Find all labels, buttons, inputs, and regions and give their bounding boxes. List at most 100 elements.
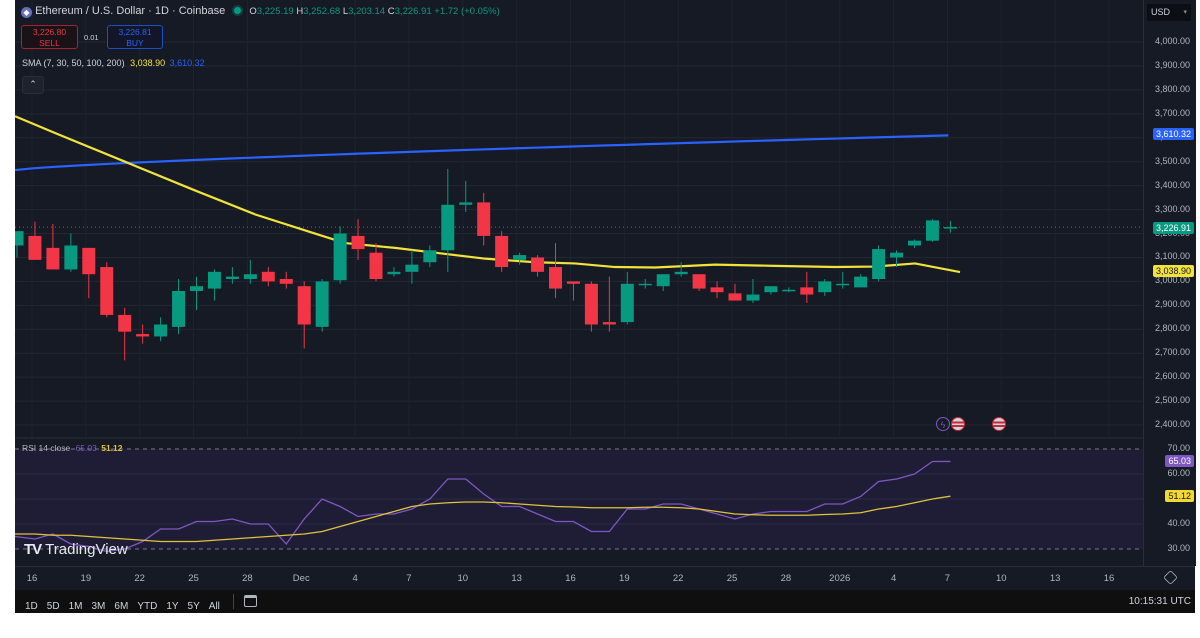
symbol-title[interactable]: Ethereum / U.S. Dollar · 1D · Coinbase <box>35 5 226 17</box>
range-button-all[interactable]: All <box>208 601 220 612</box>
candle[interactable] <box>190 276 203 311</box>
candle[interactable] <box>46 223 60 270</box>
watermark-text: TradingView <box>45 541 128 558</box>
range-button-ytd[interactable]: YTD <box>137 601 158 612</box>
candle[interactable] <box>315 279 329 332</box>
price-axis-label: 2,900.00 <box>1154 299 1190 310</box>
candle[interactable] <box>243 259 257 284</box>
candle[interactable] <box>136 324 150 344</box>
last-price-tag: 3,226.91 <box>1152 222 1194 234</box>
candle[interactable] <box>746 279 760 303</box>
candle[interactable] <box>566 281 580 301</box>
range-button-6m[interactable]: 6M <box>114 601 129 612</box>
candle[interactable] <box>584 281 598 332</box>
range-button-1d[interactable]: 1D <box>25 601 38 612</box>
time-axis-label: 22 <box>134 573 145 584</box>
candle[interactable] <box>943 220 957 233</box>
candle[interactable] <box>531 255 545 277</box>
collapse-legend-button[interactable]: ⌃ <box>22 76 44 94</box>
candle[interactable] <box>728 283 742 301</box>
ohlc-close: 3,226.91 <box>394 6 432 17</box>
sma-legend[interactable]: SMA (7, 30, 50, 100, 200) 3,038.90 3,610… <box>22 58 205 68</box>
range-button-5y[interactable]: 5Y <box>187 601 200 612</box>
candle[interactable] <box>279 271 293 289</box>
time-axis-label: 13 <box>511 573 522 584</box>
candle[interactable] <box>925 219 939 242</box>
price-axis-label: 2,800.00 <box>1154 323 1190 334</box>
price-axis-label: 3,400.00 <box>1154 179 1190 190</box>
candle[interactable] <box>477 192 491 246</box>
candle[interactable] <box>513 252 527 265</box>
time-axis-label: 7 <box>944 573 951 584</box>
candle[interactable] <box>638 279 652 289</box>
candle[interactable] <box>405 250 419 284</box>
candle[interactable] <box>207 269 221 301</box>
gear-icon[interactable] <box>1163 570 1178 585</box>
candle[interactable] <box>872 245 886 282</box>
candle[interactable] <box>549 243 562 299</box>
calendar-icon[interactable] <box>244 595 257 607</box>
candle[interactable] <box>82 247 96 299</box>
candle[interactable] <box>225 267 239 284</box>
candle[interactable] <box>854 274 868 288</box>
candle[interactable] <box>10 231 24 258</box>
candle[interactable] <box>818 279 832 296</box>
candle[interactable] <box>908 239 921 248</box>
candle[interactable] <box>387 267 401 277</box>
candle[interactable] <box>423 245 437 268</box>
price-chart-canvas[interactable] <box>10 0 1143 566</box>
candle[interactable] <box>118 307 132 361</box>
currency-selector[interactable]: USD ▾ <box>1147 4 1191 21</box>
us-flag-event-icon-2[interactable] <box>992 417 1006 431</box>
sell-button[interactable]: 3,226.80 SELL <box>21 25 78 49</box>
lightning-event-icon[interactable]: ϟ <box>936 417 950 431</box>
candle[interactable] <box>620 271 634 325</box>
sma-blue-price-tag: 3,610.32 <box>1152 128 1194 140</box>
candle[interactable] <box>172 279 186 335</box>
candle[interactable] <box>351 219 365 260</box>
candle[interactable] <box>441 168 455 272</box>
candle[interactable] <box>495 231 509 272</box>
candle[interactable] <box>333 226 347 284</box>
candle[interactable] <box>64 233 78 272</box>
candle[interactable] <box>692 274 706 291</box>
candle[interactable] <box>154 317 168 342</box>
candle[interactable] <box>764 286 778 295</box>
range-button-5d[interactable]: 5D <box>46 601 60 612</box>
range-button-1m[interactable]: 1M <box>68 601 83 612</box>
candle[interactable] <box>369 243 383 282</box>
us-flag-event-icon[interactable] <box>951 417 965 431</box>
range-button-3m[interactable]: 3M <box>91 601 106 612</box>
ohlc-high-label: H <box>296 6 304 17</box>
sma-label: SMA (7, 30, 50, 100, 200) <box>22 58 125 68</box>
candle[interactable] <box>100 262 114 318</box>
candle[interactable] <box>261 267 275 287</box>
price-axis-label: 3,900.00 <box>1154 59 1190 70</box>
candle[interactable] <box>459 180 473 212</box>
chart-area[interactable]: ◆ Ethereum / U.S. Dollar · 1D · Coinbase… <box>10 0 1143 566</box>
candle[interactable] <box>28 221 42 260</box>
candle[interactable] <box>836 271 850 289</box>
candle[interactable] <box>782 287 796 293</box>
candle[interactable] <box>656 274 670 291</box>
candle[interactable] <box>890 250 904 268</box>
candle[interactable] <box>800 271 814 303</box>
time-axis[interactable]: 16 19 22 25 28 Dec 4 7 10 13 16 19 22 25 28 2026 4 7 10 13 1… <box>15 566 1195 591</box>
symbol-legend: ◆ Ethereum / U.S. Dollar · 1D · Coinbase… <box>21 5 500 18</box>
rsi-legend[interactable]: RSI 14 close 65.03 51.12 <box>22 443 123 453</box>
rsi-ma-value: 51.12 <box>101 443 123 453</box>
time-axis-label: 28 <box>780 573 792 584</box>
candle[interactable] <box>674 262 688 277</box>
utc-clock[interactable]: 10:15:31 UTC <box>1128 596 1191 607</box>
candle[interactable] <box>602 276 616 332</box>
price-axis[interactable]: USD ▾ 4,000.00 3,900.00 3,800.00 3,700.00 3,… <box>1143 0 1196 566</box>
time-axis-label: 25 <box>726 573 738 584</box>
tradingview-watermark[interactable]: TV TradingView <box>24 541 128 558</box>
range-button-1y[interactable]: 1Y <box>166 601 179 612</box>
price-axis-label: 2,500.00 <box>1154 395 1190 406</box>
candle[interactable] <box>710 281 724 299</box>
time-axis-label: 2026 <box>829 573 851 584</box>
buy-button[interactable]: 3,226.81 BUY <box>107 25 163 49</box>
event-icon-group[interactable]: ϟ <box>936 416 1006 434</box>
candle[interactable] <box>297 281 311 349</box>
